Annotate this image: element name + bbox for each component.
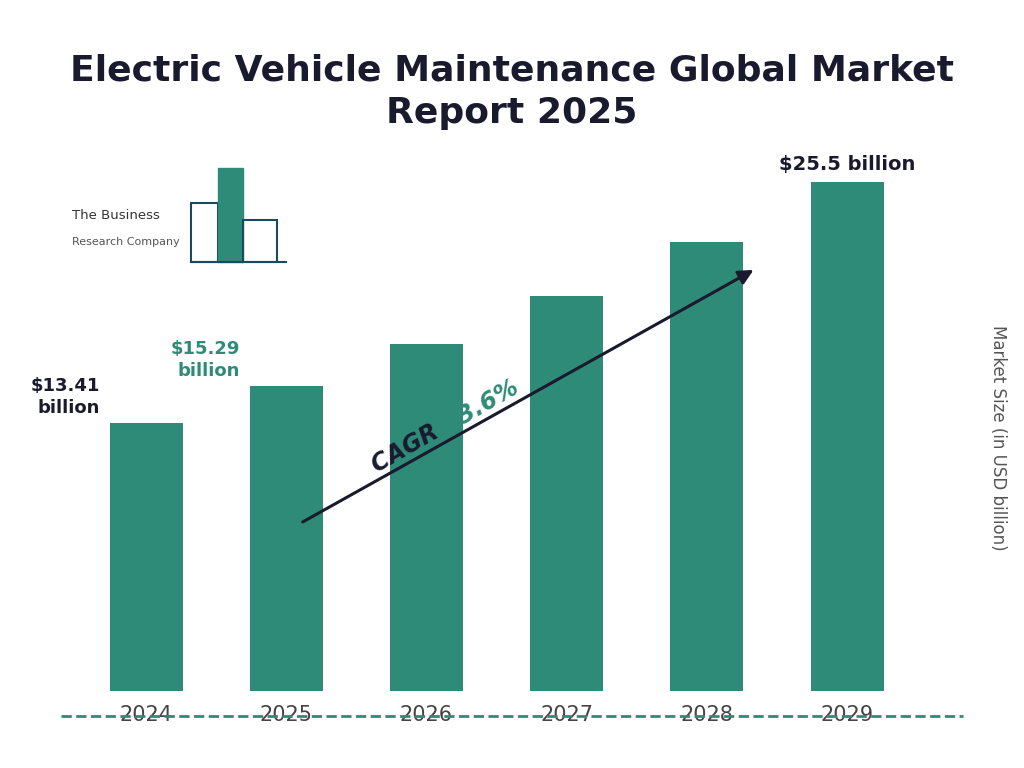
Text: The Business: The Business xyxy=(72,209,160,221)
Text: $13.41
billion: $13.41 billion xyxy=(31,377,100,418)
Text: Electric Vehicle Maintenance Global Market
Report 2025: Electric Vehicle Maintenance Global Mark… xyxy=(70,54,954,130)
Bar xyxy=(110,423,182,691)
Text: $25.5 billion: $25.5 billion xyxy=(779,155,915,174)
Bar xyxy=(530,296,603,691)
Bar xyxy=(250,386,323,691)
Text: Research Company: Research Company xyxy=(72,237,179,247)
Text: CAGR: CAGR xyxy=(368,415,451,477)
Bar xyxy=(218,168,243,262)
Bar xyxy=(191,203,218,262)
Bar xyxy=(811,182,884,691)
Text: Market Size (in USD billion): Market Size (in USD billion) xyxy=(989,325,1008,551)
Text: $15.29
billion: $15.29 billion xyxy=(171,339,240,380)
Bar xyxy=(390,344,463,691)
Text: 13.6%: 13.6% xyxy=(441,375,524,436)
Bar xyxy=(243,220,276,262)
Bar xyxy=(671,243,743,691)
